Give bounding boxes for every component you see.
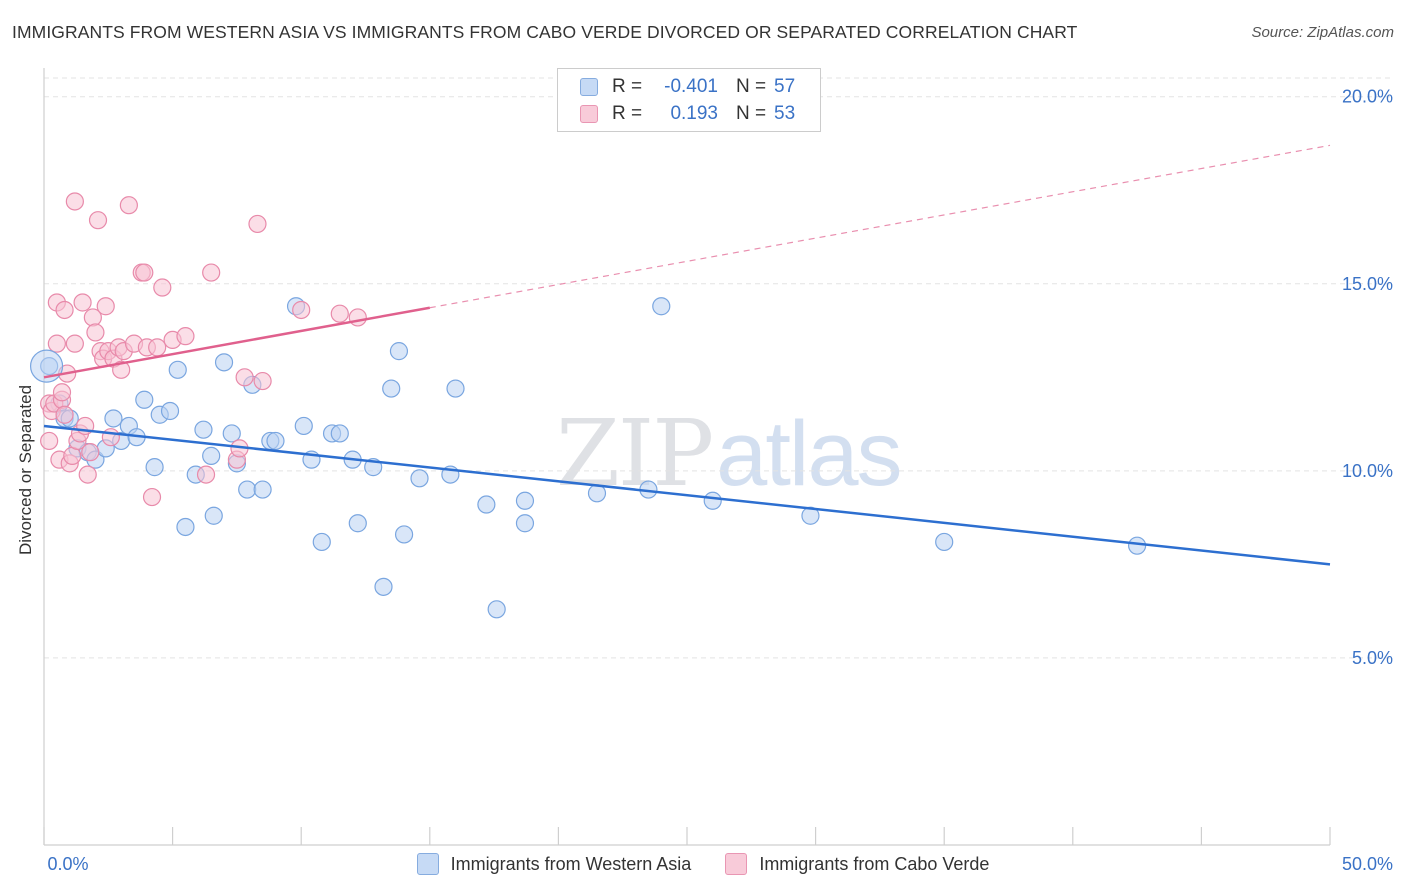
point-cabo-verde (55, 300, 74, 320)
point-western-asia (382, 379, 401, 398)
point-western-asia (176, 517, 195, 537)
x-tick-label: 50.0% (1342, 854, 1393, 874)
legend-r-label: R = (612, 76, 643, 97)
point-cabo-verde (52, 383, 72, 402)
legend-row-cabo-verde: R = 0.193 N = 53 (580, 101, 795, 127)
point-cabo-verde (112, 360, 131, 379)
point-cabo-verde (78, 465, 97, 484)
point-cabo-verde (148, 338, 167, 357)
point-western-asia (515, 514, 535, 533)
legend-swatch-blue (416, 853, 439, 875)
point-western-asia (135, 390, 154, 409)
point-cabo-verde (235, 368, 254, 387)
legend-item-western-asia[interactable]: Immigrants from Western Asia (416, 853, 692, 875)
legend-r-value: -0.401 (664, 76, 718, 97)
y-tick-label: 10.0% (1342, 461, 1393, 481)
point-western-asia (446, 379, 465, 398)
point-cabo-verde (47, 334, 66, 353)
point-western-asia (374, 577, 393, 596)
point-cabo-verde (88, 211, 108, 230)
point-western-asia (330, 424, 349, 443)
point-western-asia (389, 342, 409, 361)
point-cabo-verde (96, 297, 115, 316)
point-cabo-verde (86, 323, 105, 342)
y-tick-label: 20.0% (1342, 87, 1393, 107)
legend-swatch-blue (580, 78, 598, 96)
legend-n-label: N = (736, 76, 767, 97)
legend-n-value: 53 (774, 103, 796, 124)
point-western-asia-cluster (29, 349, 64, 383)
point-western-asia (410, 469, 429, 488)
legend-n-value: 57 (774, 76, 796, 97)
point-cabo-verde (348, 308, 367, 327)
point-western-asia (104, 409, 123, 428)
point-western-asia (294, 416, 313, 436)
legend-r-value: 0.193 (670, 103, 718, 124)
point-cabo-verde (153, 278, 172, 297)
point-cabo-verde (81, 443, 100, 462)
point-cabo-verde (330, 304, 349, 323)
point-western-asia (477, 495, 496, 514)
legend-swatch-pink (725, 853, 748, 875)
source-credit: Source: ZipAtlas.com (1251, 24, 1394, 41)
y-axis-label: Divorced or Separated (16, 384, 35, 556)
legend-label-western-asia: Immigrants from Western Asia (450, 853, 692, 874)
point-western-asia (935, 532, 954, 552)
point-cabo-verde (40, 431, 59, 451)
point-western-asia (515, 491, 535, 510)
trendline-western-asia (43, 424, 1331, 566)
point-western-asia (238, 480, 257, 499)
point-western-asia (652, 297, 671, 316)
point-cabo-verde (101, 428, 120, 447)
point-western-asia (145, 458, 164, 477)
point-cabo-verde (65, 192, 84, 211)
point-cabo-verde (176, 327, 195, 346)
point-western-asia (266, 431, 285, 451)
point-western-asia (348, 514, 367, 533)
point-cabo-verde (196, 465, 216, 484)
y-tick-label: 5.0% (1352, 648, 1393, 668)
point-western-asia (487, 600, 506, 619)
point-western-asia (253, 480, 272, 499)
legend-row-western-asia: R = -0.401 N = 57 (580, 74, 795, 100)
point-western-asia (202, 446, 221, 465)
legend-label-cabo-verde: Immigrants from Cabo Verde (759, 853, 990, 874)
point-western-asia (394, 525, 414, 544)
point-cabo-verde (65, 334, 84, 353)
point-cabo-verde (142, 487, 162, 507)
x-tick-label: 0.0% (47, 854, 88, 874)
legend-n-label: N = (736, 103, 767, 124)
trendline-cabo-verde-projection (429, 144, 1331, 309)
point-western-asia (1127, 536, 1147, 555)
point-cabo-verde (55, 405, 74, 424)
point-western-asia (214, 353, 234, 372)
point-cabo-verde (73, 293, 92, 312)
point-western-asia (222, 424, 241, 443)
point-cabo-verde (248, 214, 267, 234)
point-western-asia (204, 506, 223, 525)
point-cabo-verde (253, 371, 272, 391)
point-cabo-verde (135, 263, 154, 282)
watermark-atlas: atlas (716, 403, 902, 505)
point-cabo-verde (202, 263, 221, 282)
legend-swatch-pink (580, 105, 598, 123)
y-tick-label: 15.0% (1342, 274, 1393, 294)
point-cabo-verde (292, 300, 311, 320)
legend-item-cabo-verde[interactable]: Immigrants from Cabo Verde (725, 853, 989, 875)
legend-r-label: R = (612, 103, 643, 124)
chart-title: IMMIGRANTS FROM WESTERN ASIA VS IMMIGRAN… (12, 22, 1078, 42)
stats-legend: R = -0.401 N = 57 R = 0.193 N = 53 (557, 68, 821, 132)
point-western-asia (703, 491, 722, 510)
point-western-asia (194, 420, 213, 439)
point-western-asia (160, 401, 180, 421)
point-cabo-verde (119, 196, 138, 215)
trendline-cabo-verde (43, 306, 431, 379)
series-legend: Immigrants from Western Asia Immigrants … (0, 852, 1406, 876)
point-western-asia (168, 360, 187, 379)
point-western-asia (312, 532, 331, 552)
